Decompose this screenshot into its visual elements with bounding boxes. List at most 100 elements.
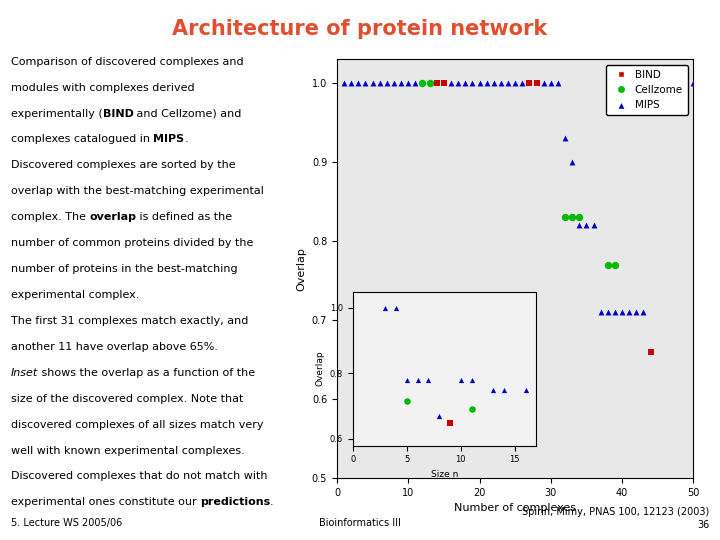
Point (659, 79, 670, 87)
Point (367, 79, 379, 87)
Text: Architecture of protein network: Architecture of protein network (172, 19, 548, 39)
Text: well with known experimental complexes.: well with known experimental complexes. (11, 446, 245, 456)
Text: overlap with the best-matching experimental: overlap with the best-matching experimen… (11, 186, 264, 197)
Point (498, 386, 510, 394)
Point (595, 308, 606, 316)
Point (552, 79, 564, 87)
Point (673, 79, 685, 87)
Text: number of proteins in the best-matching: number of proteins in the best-matching (11, 264, 238, 274)
Point (559, 213, 571, 221)
Text: .: . (184, 134, 188, 145)
Point (531, 79, 542, 87)
Point (574, 221, 585, 230)
Point (487, 386, 499, 394)
Point (417, 79, 428, 87)
Point (645, 347, 657, 356)
Text: complexes catalogued in: complexes catalogued in (11, 134, 153, 145)
Text: complex. The: complex. The (11, 212, 89, 222)
Point (395, 79, 407, 87)
Point (401, 397, 413, 406)
Point (401, 376, 413, 384)
Text: 36: 36 (697, 520, 709, 530)
Point (652, 79, 664, 87)
Point (520, 386, 531, 394)
Point (379, 303, 391, 312)
Text: modules with complexes derived: modules with complexes derived (11, 83, 194, 93)
Point (545, 79, 557, 87)
Point (346, 79, 357, 87)
Text: Spirin, Mimy, PNAS 100, 12123 (2003): Spirin, Mimy, PNAS 100, 12123 (2003) (522, 507, 709, 517)
Point (360, 79, 372, 87)
Text: experimental complex.: experimental complex. (11, 290, 139, 300)
Point (381, 79, 392, 87)
Point (609, 308, 621, 316)
Point (503, 79, 514, 87)
Point (390, 303, 402, 312)
Point (433, 411, 445, 420)
Point (438, 79, 449, 87)
Point (459, 79, 471, 87)
X-axis label: Number of complexes: Number of complexes (454, 503, 576, 513)
Text: Comparison of discovered complexes and: Comparison of discovered complexes and (11, 57, 243, 67)
Legend: BIND, Cellzome, MIPS: BIND, Cellzome, MIPS (606, 65, 688, 116)
Point (638, 308, 649, 316)
Point (412, 376, 423, 384)
Text: another 11 have overlap above 65%.: another 11 have overlap above 65%. (11, 342, 218, 352)
Point (495, 79, 507, 87)
Point (567, 213, 578, 221)
Y-axis label: Overlap: Overlap (297, 247, 306, 291)
Point (481, 79, 492, 87)
Point (467, 79, 478, 87)
Point (602, 260, 613, 269)
Text: predictions: predictions (200, 497, 270, 508)
Text: Inset: Inset (11, 368, 38, 378)
Point (688, 79, 699, 87)
Point (538, 79, 549, 87)
Point (631, 308, 642, 316)
Text: BIND: BIND (102, 109, 133, 119)
Point (588, 221, 599, 230)
Point (410, 79, 421, 87)
Point (523, 79, 535, 87)
Point (567, 158, 578, 166)
Text: number of common proteins divided by the: number of common proteins divided by the (11, 238, 253, 248)
Point (609, 260, 621, 269)
Point (338, 79, 350, 87)
Text: is defined as the: is defined as the (136, 212, 233, 222)
Point (388, 79, 400, 87)
Point (581, 221, 593, 230)
Point (616, 308, 628, 316)
Point (455, 376, 467, 384)
Text: Discovered complexes are sorted by the: Discovered complexes are sorted by the (11, 160, 235, 171)
Text: and Cellzome) and: and Cellzome) and (133, 109, 242, 119)
Point (452, 79, 464, 87)
Point (666, 79, 678, 87)
Point (488, 79, 500, 87)
Point (559, 134, 571, 143)
Point (466, 405, 477, 414)
X-axis label: Size n: Size n (431, 470, 459, 479)
Text: Bioinformatics III: Bioinformatics III (319, 518, 401, 528)
Point (424, 79, 436, 87)
Point (510, 79, 521, 87)
Text: experimental ones constitute our: experimental ones constitute our (11, 497, 200, 508)
Text: size of the discovered complex. Note that: size of the discovered complex. Note tha… (11, 394, 243, 404)
Text: MIPS: MIPS (153, 134, 184, 145)
Text: 5. Lecture WS 2005/06: 5. Lecture WS 2005/06 (11, 518, 122, 528)
Point (431, 79, 443, 87)
Point (474, 79, 485, 87)
Point (445, 79, 456, 87)
Point (574, 213, 585, 221)
Point (402, 79, 414, 87)
Text: experimentally (: experimentally ( (11, 109, 102, 119)
Point (444, 418, 456, 427)
Point (466, 376, 477, 384)
Y-axis label: Overlap: Overlap (315, 351, 324, 386)
Point (680, 79, 692, 87)
Text: shows the overlap as a function of the: shows the overlap as a function of the (38, 368, 255, 378)
Text: overlap: overlap (89, 212, 136, 222)
Point (602, 308, 613, 316)
Point (374, 79, 385, 87)
Point (423, 376, 434, 384)
Text: discovered complexes of all sizes match very: discovered complexes of all sizes match … (11, 420, 264, 430)
